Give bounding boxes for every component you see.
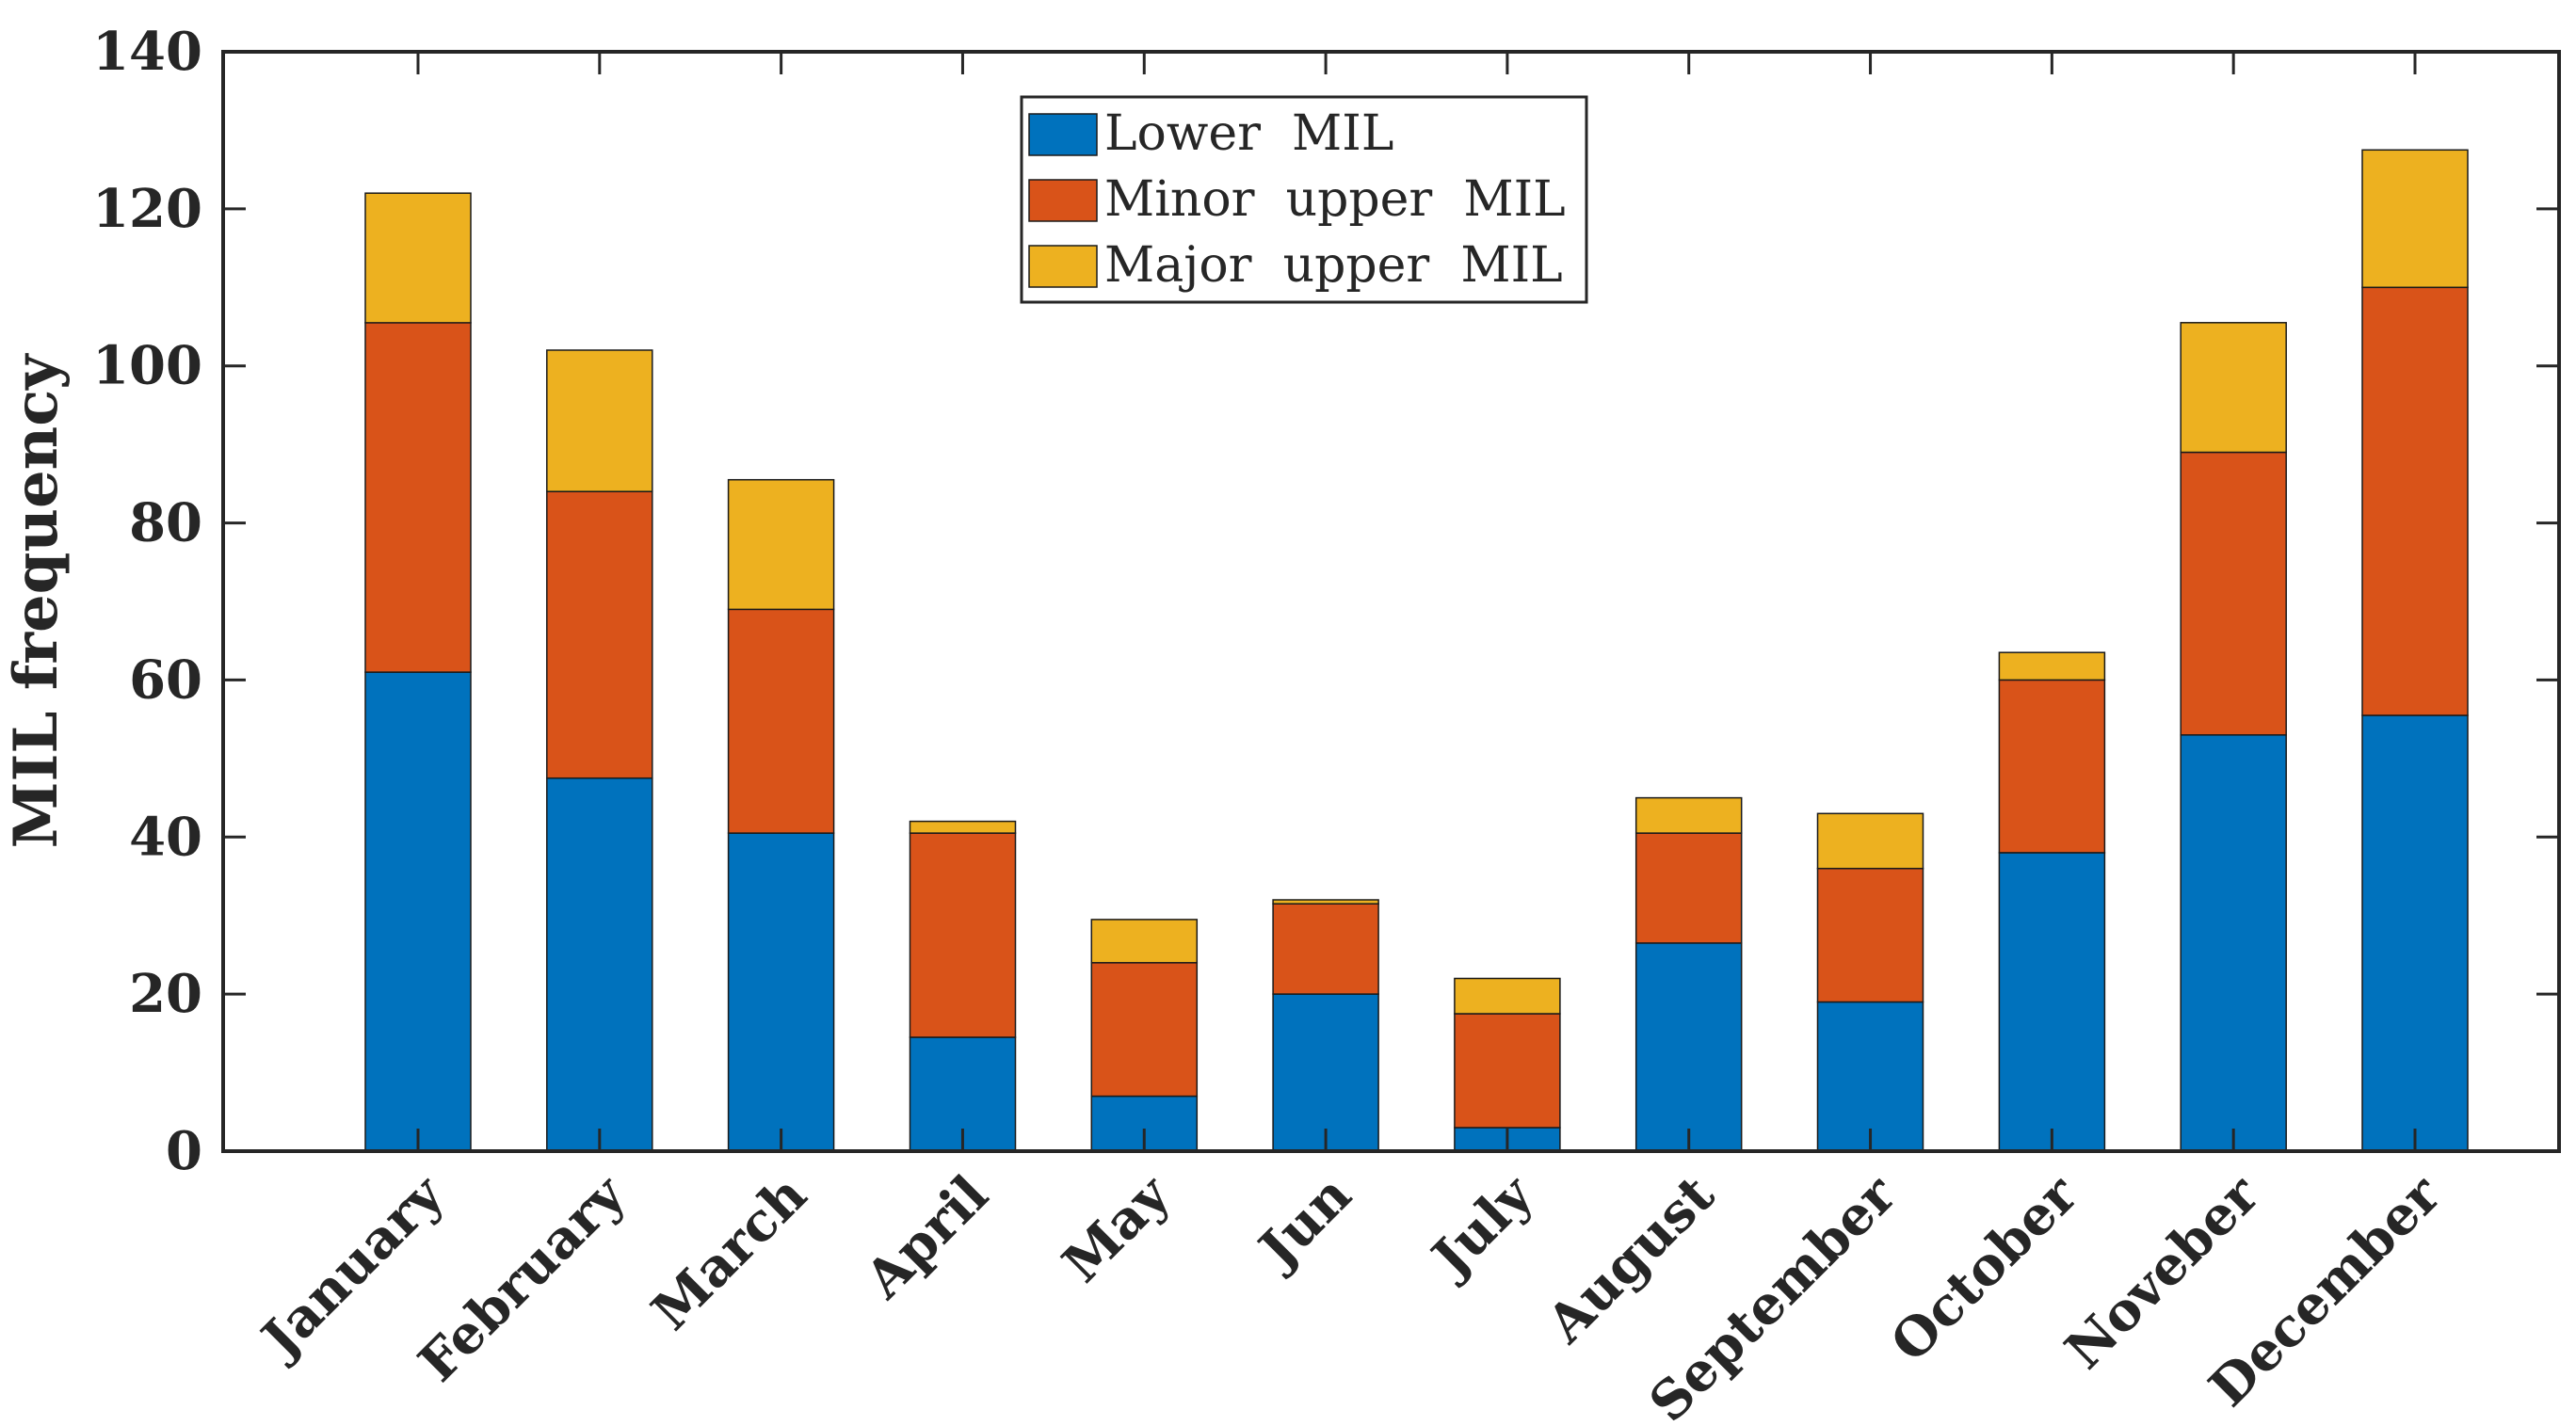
bar-noveber-series-1 bbox=[2180, 734, 2287, 1152]
bar-december-series-2 bbox=[2361, 286, 2469, 716]
bar-january-series-1 bbox=[364, 671, 472, 1152]
legend: Lower MIL Minor upper MIL Major upper MIL bbox=[1020, 95, 1588, 304]
bar-october-series-1 bbox=[1998, 852, 2106, 1152]
y-tick-label: 140 bbox=[92, 21, 202, 83]
bar-april-series-3 bbox=[909, 820, 1017, 834]
y-tick-label: 100 bbox=[92, 335, 202, 397]
bar-noveber-series-2 bbox=[2180, 451, 2287, 736]
bar-may-series-2 bbox=[1090, 962, 1199, 1098]
bar-jun-series-3 bbox=[1272, 899, 1379, 905]
legend-swatch-3 bbox=[1028, 245, 1098, 288]
bar-february-series-1 bbox=[546, 777, 653, 1152]
bar-october-series-3 bbox=[1998, 651, 2106, 681]
plot-frame bbox=[221, 50, 2561, 1153]
bar-march-series-2 bbox=[727, 608, 835, 834]
bars-layer bbox=[364, 149, 2469, 1152]
bar-october-series-2 bbox=[1998, 679, 2106, 854]
legend-label-1: Lower MIL bbox=[1104, 105, 1393, 162]
bar-july-series-2 bbox=[1454, 1013, 1561, 1129]
y-tick-label: 80 bbox=[129, 492, 202, 554]
bar-september-series-2 bbox=[1816, 867, 1924, 1003]
bar-january-series-3 bbox=[364, 192, 472, 324]
y-tick-label: 60 bbox=[129, 649, 202, 711]
y-tick-label: 0 bbox=[166, 1120, 202, 1182]
legend-label-3: Major upper MIL bbox=[1104, 237, 1563, 294]
bar-july-series-3 bbox=[1454, 977, 1561, 1015]
bar-april-series-2 bbox=[909, 832, 1017, 1038]
bar-jun-series-1 bbox=[1272, 993, 1379, 1152]
y-axis-label: MIL frequency bbox=[1, 353, 72, 849]
bar-september-series-1 bbox=[1816, 1001, 1924, 1152]
bar-jun-series-2 bbox=[1272, 903, 1379, 995]
bar-december-series-3 bbox=[2361, 149, 2469, 289]
bar-august-series-1 bbox=[1634, 942, 1743, 1152]
bar-september-series-3 bbox=[1816, 812, 1924, 870]
bar-august-series-3 bbox=[1634, 796, 1743, 834]
bar-march-series-3 bbox=[727, 478, 835, 611]
y-tick-label: 20 bbox=[129, 963, 202, 1025]
y-tick-label: 120 bbox=[92, 178, 202, 240]
bar-january-series-2 bbox=[364, 322, 472, 673]
bar-december-series-1 bbox=[2361, 714, 2469, 1152]
y-tick-label: 40 bbox=[129, 806, 202, 868]
bar-february-series-3 bbox=[546, 349, 653, 492]
bar-may-series-3 bbox=[1090, 919, 1199, 964]
legend-label-2: Minor upper MIL bbox=[1104, 171, 1566, 228]
bar-february-series-2 bbox=[546, 490, 653, 779]
bar-march-series-1 bbox=[727, 832, 835, 1152]
legend-swatch-1 bbox=[1028, 113, 1098, 156]
legend-box bbox=[1020, 95, 1588, 304]
bar-noveber-series-3 bbox=[2180, 322, 2287, 454]
legend-swatch-2 bbox=[1028, 179, 1098, 222]
bar-august-series-2 bbox=[1634, 832, 1743, 944]
